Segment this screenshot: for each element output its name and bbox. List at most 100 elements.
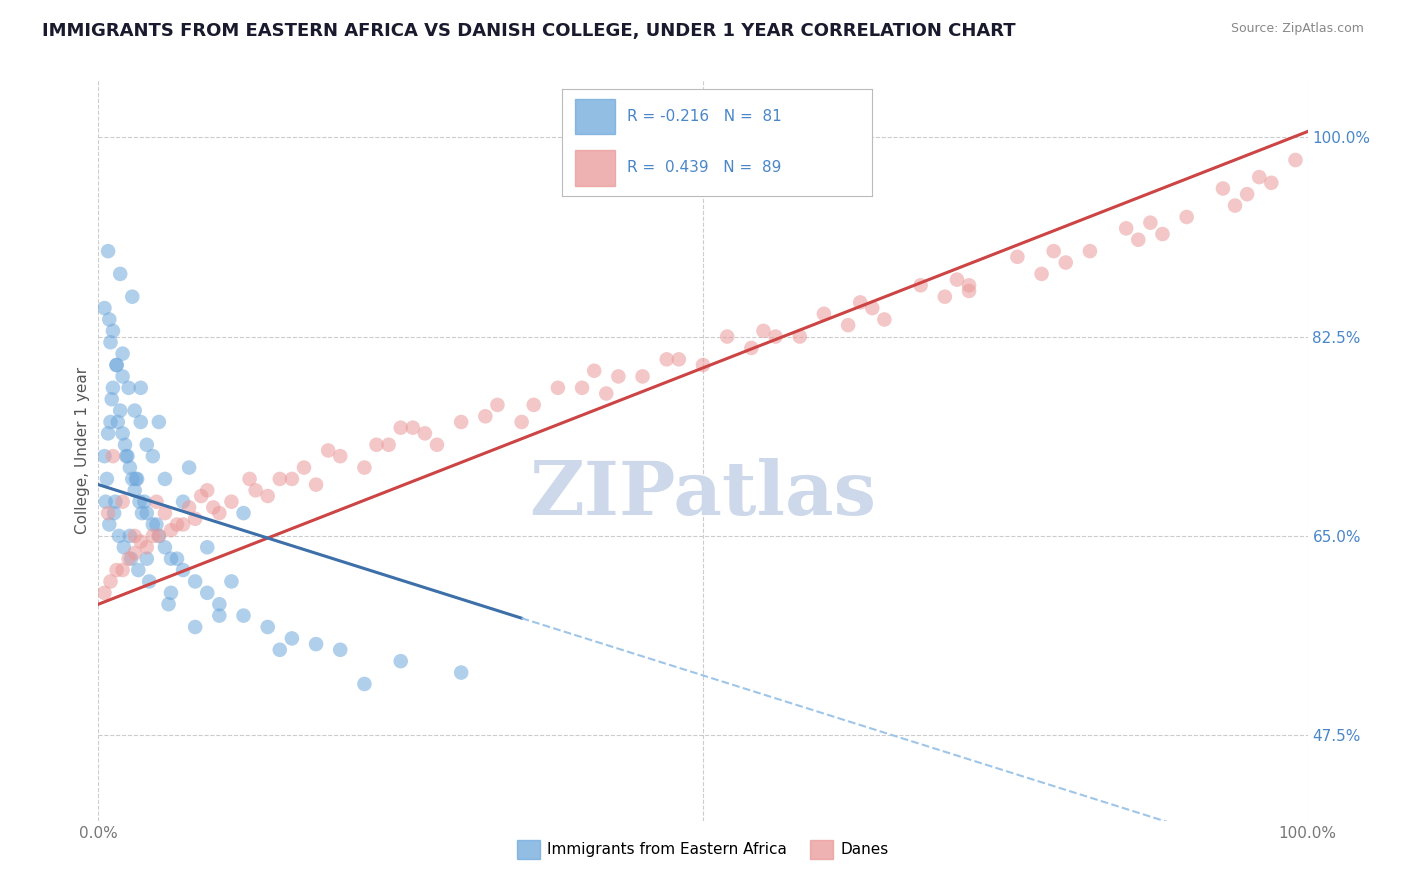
Point (474, 409, 496, 424)
Point (269, 642, 291, 657)
Point (523, 398, 546, 412)
Point (692, 358, 714, 372)
Point (135, 506, 157, 520)
Point (166, 551, 188, 566)
Point (195, 483, 218, 498)
Point (142, 517, 165, 532)
Point (740, 341, 762, 355)
Point (208, 597, 231, 611)
Point (256, 489, 278, 503)
Point (105, 563, 128, 577)
Point (184, 512, 207, 526)
Point (849, 295, 872, 310)
Point (112, 541, 135, 555)
Point (245, 483, 267, 498)
Point (93, 449, 115, 463)
Point (142, 449, 165, 463)
Point (486, 398, 509, 412)
Point (1260, 176, 1282, 190)
Point (118, 529, 141, 543)
Text: R =  0.439   N =  89: R = 0.439 N = 89 (627, 161, 782, 176)
Text: Source: ZipAtlas.com: Source: ZipAtlas.com (1230, 22, 1364, 36)
Point (232, 608, 254, 623)
Point (631, 369, 654, 384)
Point (134, 494, 156, 508)
Point (957, 284, 980, 298)
Point (111, 494, 134, 508)
Point (1054, 255, 1077, 269)
Point (105, 358, 128, 372)
Point (129, 415, 152, 429)
Point (413, 426, 436, 441)
Point (120, 551, 142, 566)
Point (108, 267, 131, 281)
Point (124, 483, 146, 498)
Point (160, 586, 183, 600)
Point (98, 517, 121, 532)
Point (128, 494, 150, 508)
Point (124, 403, 146, 417)
Point (138, 574, 160, 589)
Point (97, 506, 120, 520)
Point (1128, 233, 1150, 247)
Point (195, 541, 218, 555)
Point (1031, 267, 1053, 281)
Point (184, 620, 207, 634)
Point (256, 620, 278, 634)
Point (172, 517, 194, 532)
Point (329, 449, 352, 463)
Point (1175, 210, 1198, 224)
Point (160, 523, 183, 537)
Point (389, 420, 412, 434)
Point (111, 346, 134, 360)
Point (1078, 244, 1101, 259)
Point (179, 460, 201, 475)
Point (115, 449, 138, 463)
Point (111, 426, 134, 441)
Point (100, 335, 122, 350)
Point (121, 472, 143, 486)
Point (100, 415, 122, 429)
Point (1007, 250, 1029, 264)
Point (118, 460, 141, 475)
Point (94, 494, 117, 508)
Legend: Immigrants from Eastern Africa, Danes: Immigrants from Eastern Africa, Danes (510, 834, 896, 865)
Point (172, 563, 194, 577)
Point (148, 529, 170, 543)
Point (1236, 187, 1258, 202)
Y-axis label: College, Under 1 year: College, Under 1 year (75, 367, 90, 534)
Point (668, 352, 690, 367)
Point (716, 329, 738, 343)
Point (145, 517, 167, 532)
Point (1249, 170, 1271, 185)
Point (124, 529, 146, 543)
Text: ZIPatlas: ZIPatlas (530, 458, 876, 532)
Point (108, 529, 131, 543)
Point (450, 665, 472, 680)
Point (353, 677, 375, 691)
Point (190, 489, 212, 503)
Point (583, 364, 606, 378)
Point (873, 312, 896, 326)
Point (1042, 244, 1064, 259)
Point (114, 438, 136, 452)
Point (101, 381, 124, 395)
Point (117, 449, 139, 463)
Point (142, 529, 165, 543)
Point (93, 586, 115, 600)
Point (135, 438, 157, 452)
Point (269, 472, 291, 486)
Point (221, 574, 243, 589)
Point (184, 574, 207, 589)
Point (97, 244, 120, 259)
Point (305, 637, 328, 651)
Point (97, 426, 120, 441)
Point (752, 324, 775, 338)
Point (101, 449, 124, 463)
Point (1115, 221, 1137, 235)
Point (595, 386, 617, 401)
Point (813, 307, 835, 321)
Point (221, 494, 243, 508)
Point (281, 472, 304, 486)
Point (157, 597, 180, 611)
